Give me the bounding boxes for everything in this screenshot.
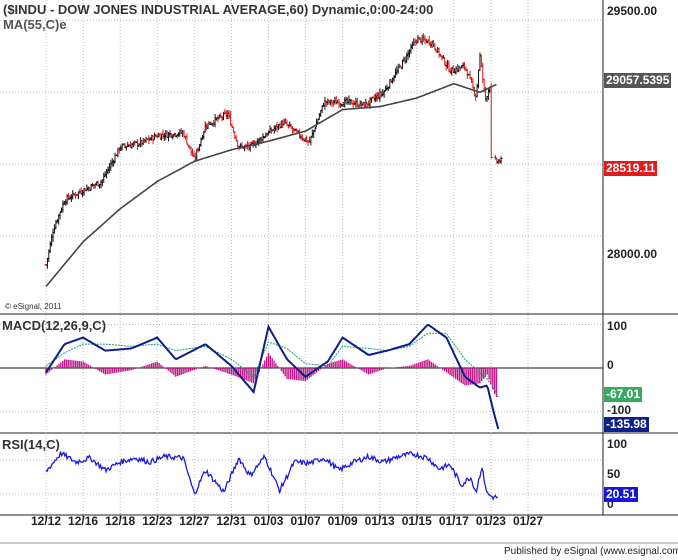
x-axis-label: 12/31 [216,514,247,528]
x-axis-label: 12/12 [30,514,62,528]
copyright-text: © eSignal, 2011 [5,302,62,311]
price-bar [216,115,220,123]
x-axis-label: 01/15 [401,514,432,528]
x-axis-label: 01/17 [438,514,469,528]
price-bar [82,187,86,196]
price-axis-label-bottom: 28000.00 [607,247,658,261]
rsi-axis-label-0: 0 [607,497,614,511]
price-bar [347,95,351,105]
rsi-value-flag: 20.51 [604,487,639,502]
price-bar [489,83,493,159]
rsi-title: RSI(14,C) [2,437,60,452]
price-axis-label-top: 29500.00 [607,4,658,18]
x-axis-label: 01/23 [475,514,506,528]
macd-title: MACD(12,26,9,C) [2,318,107,333]
ma-value-flag: 29057.5395 [604,73,672,88]
signal-value-flag: -135.98 [604,417,649,432]
price-bar [185,133,189,145]
price-bar [465,68,469,79]
rsi-axis-label-100: 100 [607,437,628,451]
price-bar [338,102,342,109]
ma-label: MA(55,C)e [3,17,67,32]
price-bar [199,137,203,147]
macd-line [45,323,500,430]
price-bar [269,127,273,134]
price-bar [213,113,217,128]
rsi-axis-label-50: 50 [607,467,621,481]
last-price-flag: 28519.11 [604,161,658,176]
x-axis-label: 01/13 [364,514,395,528]
macd-axis-label-minus100: -100 [607,403,632,417]
x-axis-label: 01/03 [253,514,284,528]
x-axis-label: 01/09 [327,514,358,528]
x-axis-label: 12/16 [68,514,99,528]
price-bar [323,96,327,110]
price-bar [265,132,269,137]
price-bar [234,135,238,141]
rsi-line [45,450,498,501]
x-axis-label: 01/27 [512,514,544,528]
ma-line [45,82,497,287]
macd-axis-label-100: 100 [607,319,628,333]
price-bar [499,156,503,164]
x-axis-label: 01/07 [290,514,321,528]
x-axis-label: 12/23 [142,514,173,528]
macd-signal-line [45,332,499,398]
price-bar [382,90,386,98]
macd-axis-label-0: 0 [607,358,614,372]
x-axis-label: 12/18 [105,514,136,528]
price-bar [58,212,62,220]
chart-title: ($INDU - DOW JONES INDUSTRIAL AVERAGE,60… [3,2,434,17]
x-axis-label: 12/27 [179,514,210,528]
price-bar [124,146,128,151]
macd-value-flag: -67.01 [604,387,643,402]
price-bar [313,127,317,133]
footer-credit: Published by eSignal (www.esignal.com) [504,546,678,557]
price-bar [329,99,333,106]
price-bar [457,65,461,73]
